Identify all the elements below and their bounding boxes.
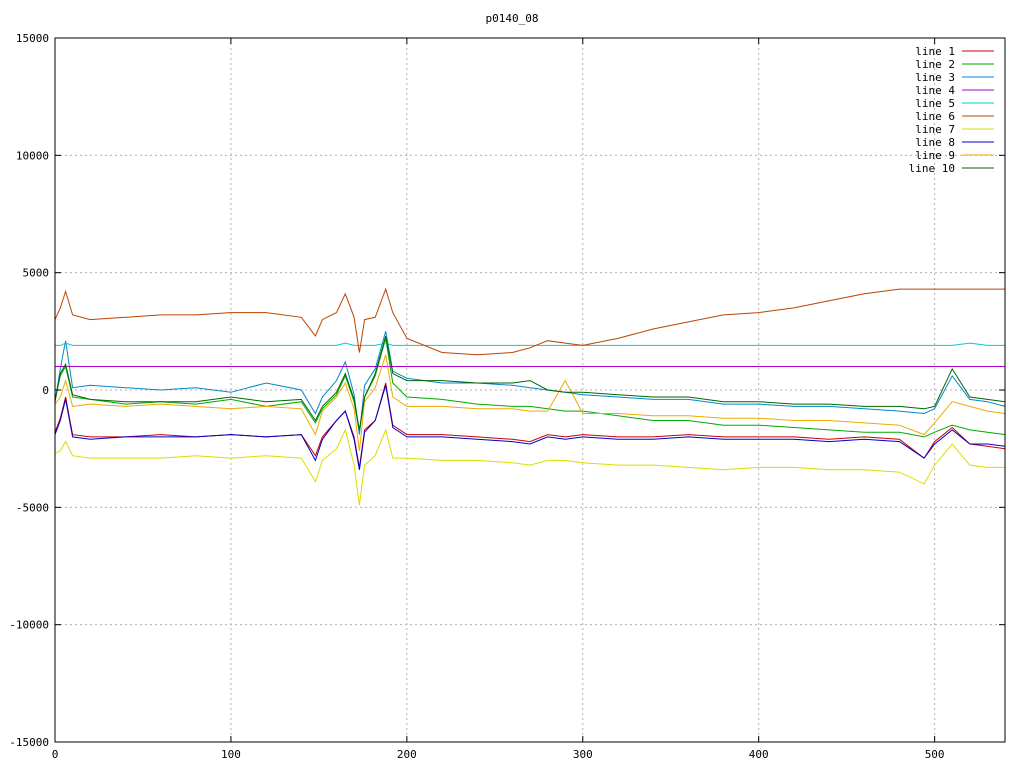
x-tick-label: 100 (221, 748, 241, 761)
series-line-1 (54, 382, 1006, 468)
series-line-3 (54, 331, 1006, 435)
x-tick-label: 300 (573, 748, 593, 761)
chart-title: p0140_08 (486, 12, 539, 25)
y-tick-label: 10000 (16, 149, 49, 162)
series-line-7 (54, 428, 1005, 506)
legend-label: line 1 (915, 45, 955, 58)
y-tick-label: 0 (42, 384, 49, 397)
x-tick-label: 500 (925, 748, 945, 761)
legend-label: line 2 (915, 58, 955, 71)
series-line-6 (54, 287, 1005, 356)
series-group (54, 287, 1006, 506)
series-line-9 (54, 354, 1006, 452)
series-line-8 (54, 385, 1006, 470)
series-line-10 (54, 335, 1006, 430)
legend-label: line 6 (915, 110, 955, 123)
x-tick-label: 200 (397, 748, 417, 761)
y-tick-label: -5000 (16, 501, 49, 514)
series-line-5 (55, 342, 1005, 346)
legend-label: line 9 (915, 149, 955, 162)
legend-label: line 10 (909, 162, 955, 175)
legend-label: line 3 (915, 71, 955, 84)
x-tick-label: 400 (749, 748, 769, 761)
y-tick-label: 5000 (23, 267, 50, 280)
x-axis-ticks: 0 100 200 300 400 500 (52, 38, 945, 761)
legend-label: line 4 (915, 84, 955, 97)
y-axis-ticks: -15000 -10000 -5000 0 5000 10000 15000 (9, 32, 1005, 749)
y-tick-label: 15000 (16, 32, 49, 45)
grid-lines (55, 38, 1005, 742)
x-tick-label: 0 (52, 748, 59, 761)
y-tick-label: -15000 (9, 736, 49, 749)
y-tick-label: -10000 (9, 619, 49, 632)
legend-label: line 5 (915, 97, 955, 110)
legend-label: line 7 (915, 123, 955, 136)
series-line-2 (54, 338, 1006, 438)
legend-label: line 8 (915, 136, 955, 149)
